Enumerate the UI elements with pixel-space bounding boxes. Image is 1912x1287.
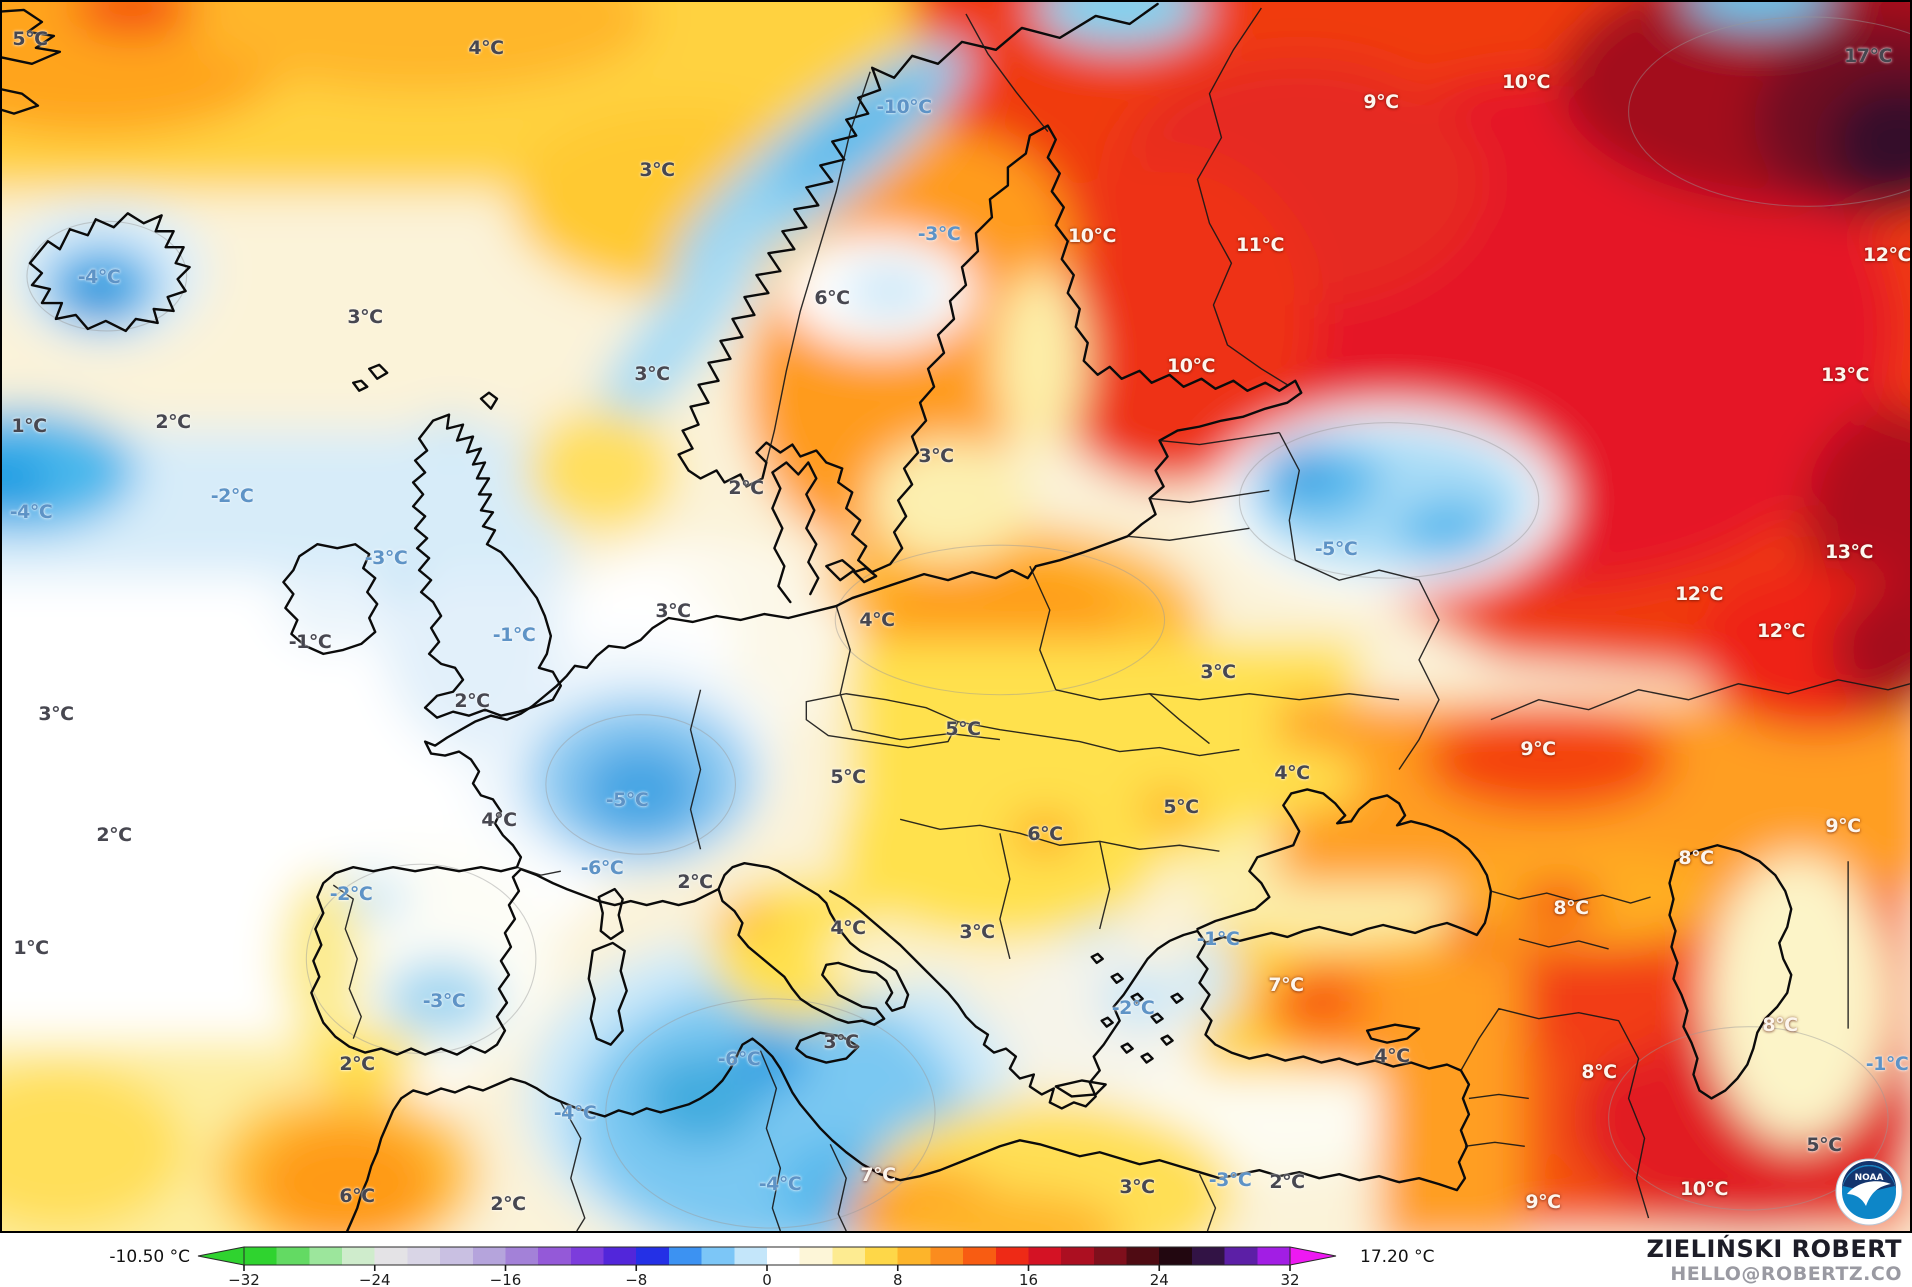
temperature-colorbar: −32 −24 −16 −8 0 8 16 24 32 -10.50 °C 17.20 °C [0,1233,1912,1287]
country-borders [332,7,1910,1231]
noaa-logo-text: NOAA [1855,1173,1884,1183]
colorbar-strip: −32 −24 −16 −8 0 8 16 24 32 -10.50 °C 17.20 °C Z… [0,1233,1912,1287]
coastlines [2,2,1793,1231]
colorbar-tick-label: 24 [1149,1271,1169,1287]
author-email: HELLO@ROBERTZ.CO [1670,1263,1902,1285]
anomaly-color-field [2,2,1910,1231]
colorbar-tick-label: −16 [489,1271,522,1287]
colorbar-max-value: 17.20 °C [1360,1247,1435,1267]
colorbar-tick-label: 16 [1018,1271,1039,1287]
colorbar-tick-label: 32 [1280,1271,1300,1287]
colorbar-tick-label: 8 [892,1271,903,1287]
colorbar-min-value: -10.50 °C [109,1247,190,1267]
author-name: ZIELIŃSKI ROBERT [1646,1235,1902,1263]
contour-lines [26,16,1910,1229]
colorbar-tick-label: −24 [358,1271,391,1287]
noaa-logo: NOAA [1835,1158,1903,1226]
europe-temperature-anomaly-map: 5°C 4°C -10°C 9°C 10°C 17°C 3°C -3°C 10°C 11°C 12°… [0,0,1912,1233]
colorbar-tick-label: −8 [625,1271,648,1287]
colorbar-tick-label: 0 [762,1271,772,1287]
colorbar-graphic [197,1246,1337,1271]
colorbar-tick-label: −32 [228,1271,260,1287]
